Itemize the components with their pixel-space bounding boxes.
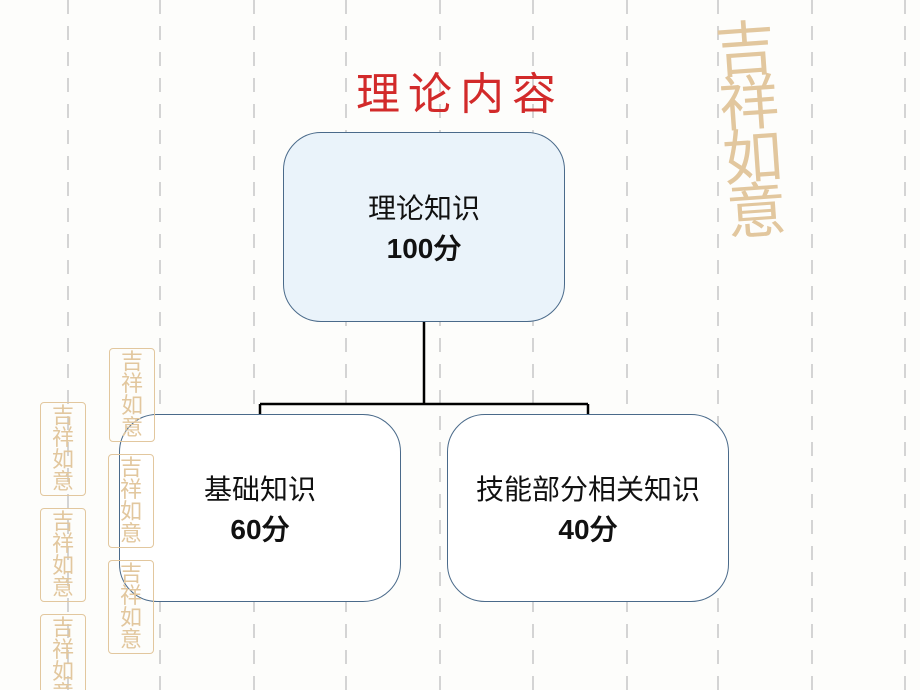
decorative-seal-small: 吉祥如意 (40, 402, 86, 496)
node-left-label: 基础知识 (204, 468, 316, 508)
node-right-score: 40分 (558, 508, 617, 548)
node-right-label: 技能部分相关知识 (476, 468, 700, 508)
node-root-score: 100分 (387, 227, 462, 267)
page-title: 理论内容 (0, 58, 920, 122)
node-right: 技能部分相关知识 40分 (447, 414, 729, 602)
node-left-score: 60分 (230, 508, 289, 548)
decorative-seal-large: 吉祥如意 (711, 16, 780, 235)
node-root-label: 理论知识 (368, 187, 480, 227)
decorative-seal-small: 吉祥如意 (40, 614, 86, 690)
node-root: 理论知识 100分 (283, 132, 565, 322)
node-left: 基础知识 60分 (119, 414, 401, 602)
decorative-seal-small: 吉祥如意 (40, 508, 86, 602)
